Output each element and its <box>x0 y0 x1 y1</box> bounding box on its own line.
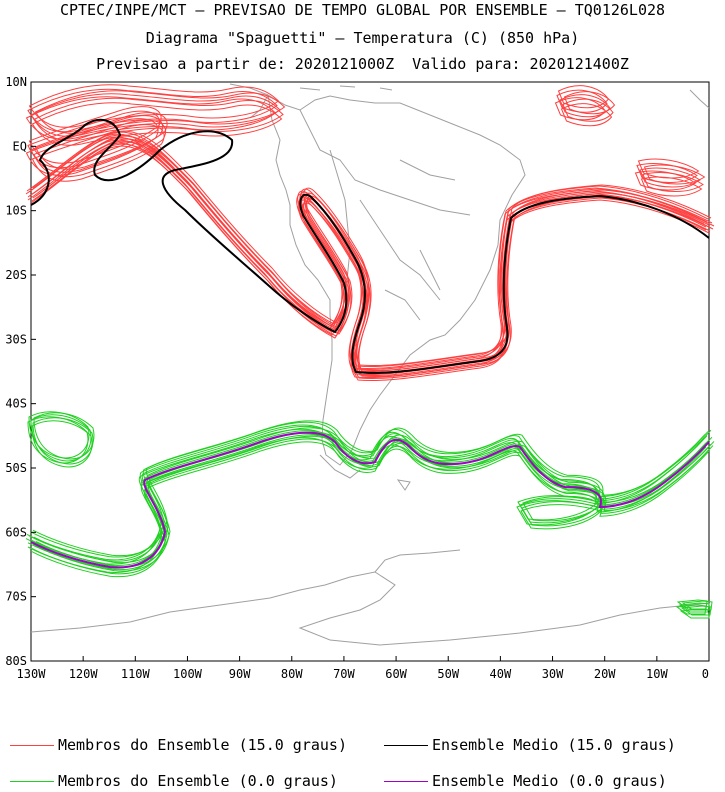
latitude-labels: 10N EQ 10S 20S 30S 40S 50S 60S 70S 80S <box>5 75 27 668</box>
ensemble-member-15c <box>563 91 616 115</box>
ensemble-member-15c <box>25 96 277 140</box>
contour-lines <box>25 84 715 619</box>
lon-label: 10W <box>646 667 668 681</box>
ensemble-member-15c <box>31 102 283 146</box>
ensemble-member-0c <box>35 431 715 568</box>
ensemble-member-15c <box>31 124 165 182</box>
ensemble-member-0c <box>33 412 95 460</box>
legend-label-red: Membros do Ensemble (15.0 graus) <box>58 736 347 754</box>
lat-label: 60S <box>5 525 27 539</box>
ensemble-member-15c <box>34 112 168 170</box>
ensemble-member-0c <box>522 496 604 522</box>
ensemble-mean-15c <box>30 118 710 374</box>
ensemble-member-15c <box>634 170 697 191</box>
africa-coast <box>689 89 710 109</box>
ensemble-member-0c <box>681 600 713 611</box>
legend-label-black: Ensemble Medio (15.0 graus) <box>432 736 676 754</box>
lat-label: 30S <box>5 332 27 346</box>
ensemble-member-0c <box>679 608 711 619</box>
legend-swatch-black <box>384 745 428 746</box>
lon-label: 120W <box>69 667 99 681</box>
antarctic-peninsula <box>374 549 461 573</box>
ensemble-member-15c <box>637 158 700 179</box>
ensemble-member-15c <box>28 106 162 164</box>
ensemble-member-0c <box>678 602 710 613</box>
lon-label: 30W <box>542 667 564 681</box>
lat-label: 10S <box>5 204 27 218</box>
lat-label: 50S <box>5 461 27 475</box>
lon-label: 70W <box>333 667 355 681</box>
ensemble-member-15c <box>560 103 613 127</box>
lon-label: 50W <box>437 667 459 681</box>
ensemble-member-15c <box>25 118 159 176</box>
legend-swatch-green <box>10 781 54 782</box>
south-america-coast <box>267 94 526 466</box>
title-line-3: Previsao a partir de: 2020121000Z Valido… <box>96 55 629 73</box>
legend-label-purple: Ensemble Medio (0.0 graus) <box>432 772 667 790</box>
lat-label: 80S <box>5 654 27 668</box>
lon-label: 20W <box>594 667 616 681</box>
tierra-del-fuego <box>319 454 411 491</box>
ensemble-member-15c <box>559 94 611 118</box>
ensemble-member-15c <box>33 119 166 178</box>
ensemble-member-0c <box>520 504 602 530</box>
lon-label: 60W <box>385 667 407 681</box>
ensemble-member-15c <box>34 141 714 377</box>
legend-swatch-purple <box>384 781 428 782</box>
title-line-2: Diagrama "Spaguetti" – Temperatura (C) (… <box>145 29 580 47</box>
lat-label: 20S <box>5 268 27 282</box>
ensemble-member-0c <box>27 432 707 569</box>
caribbean-islands <box>299 85 393 91</box>
ensemble-member-15c <box>35 138 715 374</box>
lon-label: 110W <box>121 667 151 681</box>
ensemble-member-0c <box>516 500 598 526</box>
title-line-1: CPTEC/INPE/MCT – PREVISAO DE TEMPO GLOBA… <box>59 1 666 19</box>
lon-label: 90W <box>229 667 251 681</box>
ensemble-member-15c <box>557 85 610 109</box>
legend-label-green: Membros do Ensemble (0.0 graus) <box>58 772 338 790</box>
ensemble-member-15c <box>25 136 705 372</box>
lat-label: 10N <box>5 75 27 89</box>
antarctica-coast <box>30 571 710 646</box>
ensemble-member-0c <box>31 420 93 468</box>
lon-label: 80W <box>281 667 303 681</box>
coastlines <box>30 83 710 646</box>
lat-label: 40S <box>5 397 27 411</box>
ensemble-mean-0c <box>30 431 710 569</box>
longitude-labels: 130W 120W 110W 100W 90W 80W 70W 60W 50W 40W 30W 20W… <box>17 667 709 681</box>
lon-label: 130W <box>17 667 47 681</box>
ensemble-member-0c <box>27 416 89 464</box>
ensemble-member-15c <box>33 97 284 142</box>
ensemble-member-15c <box>643 164 706 185</box>
ensemble-member-15c <box>556 89 608 113</box>
ensemble-member-15c <box>27 142 707 378</box>
lon-label: 0 <box>702 667 709 681</box>
axis-ticks <box>30 81 710 662</box>
lon-label: 100W <box>173 667 203 681</box>
ensemble-member-0c <box>676 599 708 610</box>
ensemble-member-15c <box>27 88 278 133</box>
legend-swatch-red <box>10 745 54 746</box>
ensemble-member-0c <box>32 420 712 557</box>
ensemble-member-0c <box>521 501 603 527</box>
lat-label: EQ <box>13 139 27 153</box>
ensemble-member-0c <box>32 434 712 571</box>
lat-label: 70S <box>5 590 27 604</box>
lon-label: 40W <box>490 667 512 681</box>
